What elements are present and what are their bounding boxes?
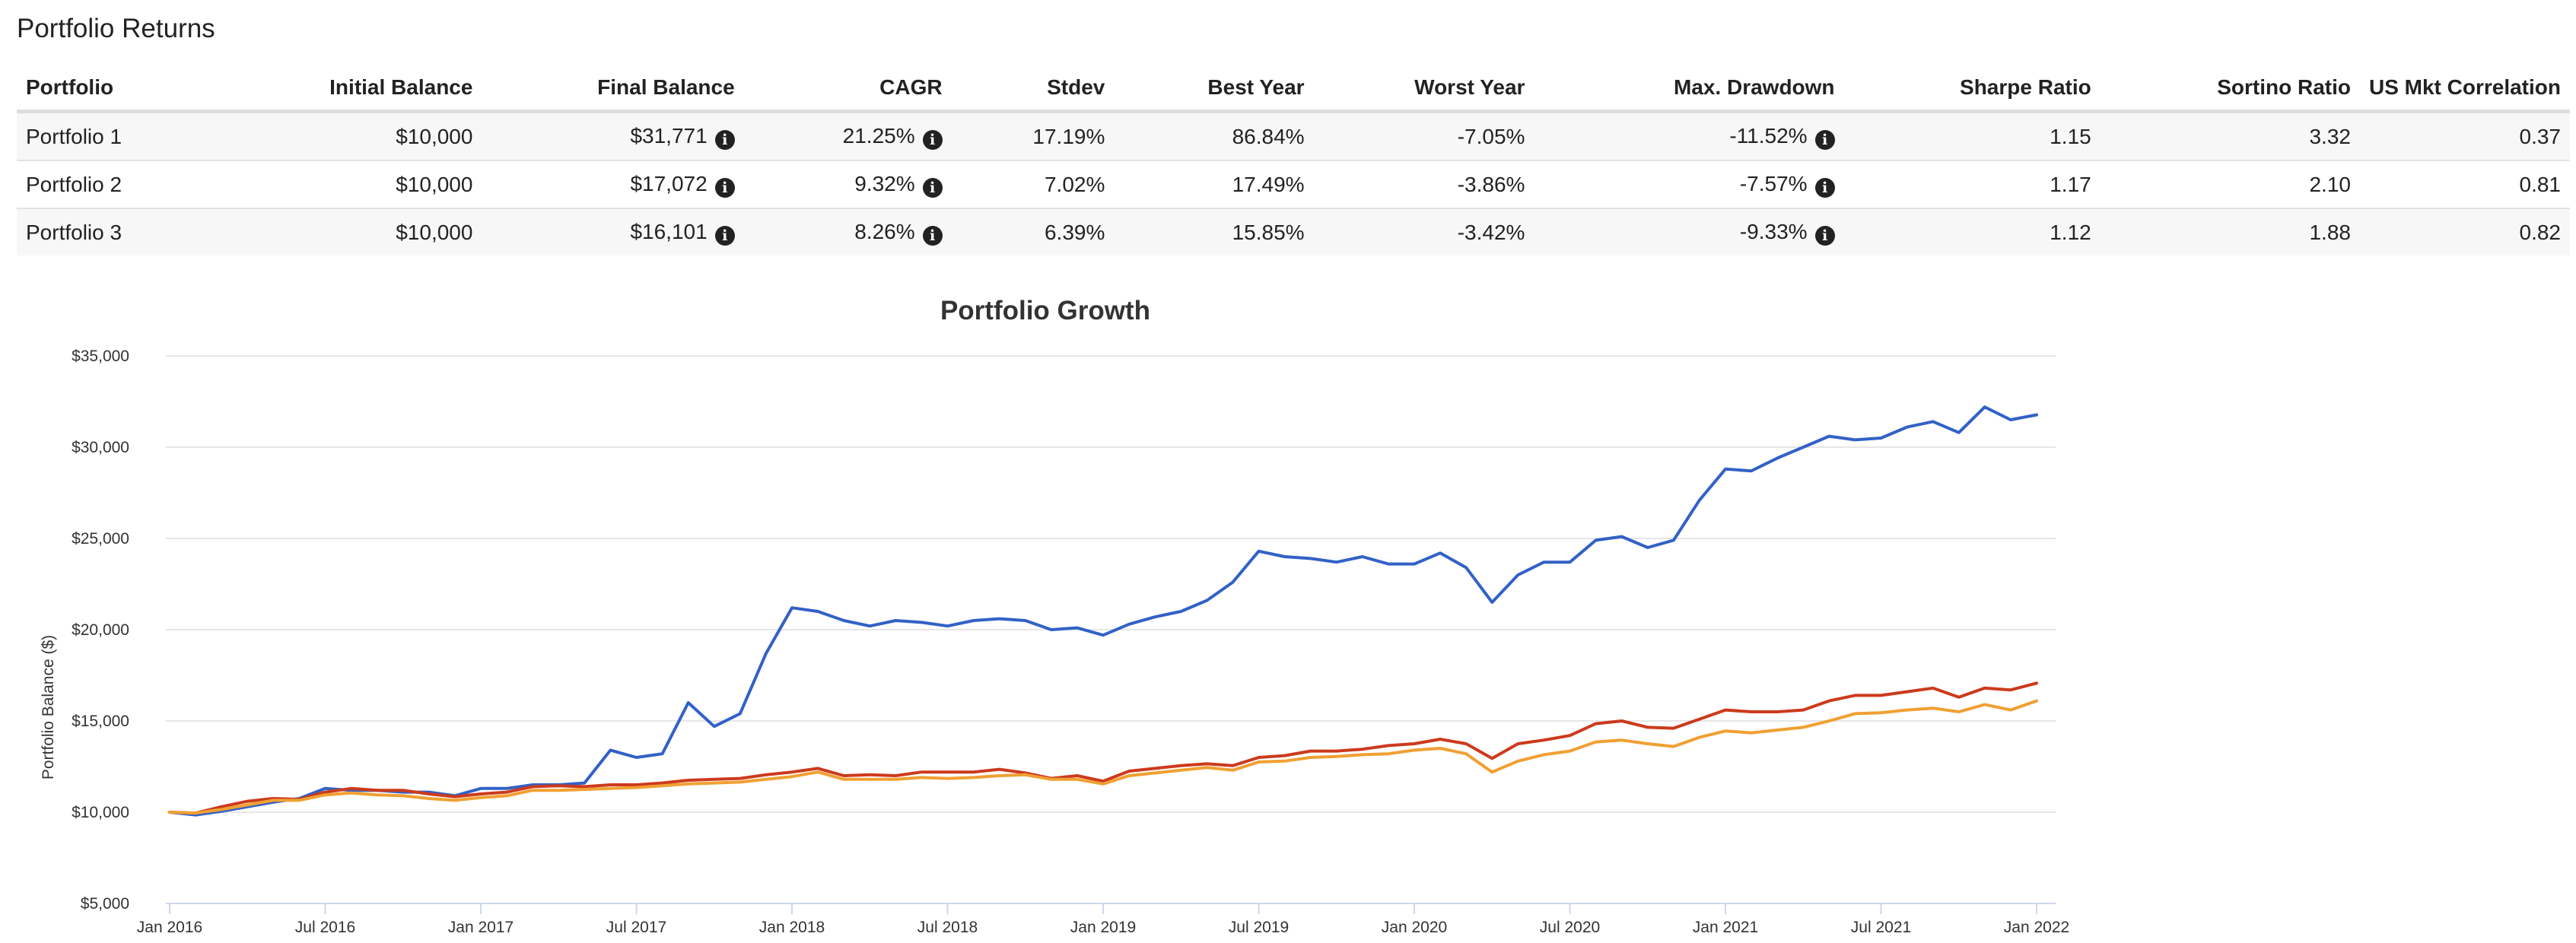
final-balance-value: $17,072 bbox=[630, 171, 708, 195]
y-tick-label: $25,000 bbox=[72, 530, 129, 548]
cell-cagr: 8.26% i bbox=[743, 208, 952, 256]
x-tick-label: Jan 2020 bbox=[1382, 919, 1447, 936]
info-circle-icon[interactable]: i bbox=[1814, 225, 1835, 246]
cell-sharpe-ratio: 1.17 bbox=[1843, 160, 2101, 209]
portfolio-returns-table: Portfolio Initial Balance Final Balance … bbox=[17, 65, 2570, 256]
y-tick-label: $30,000 bbox=[72, 439, 129, 456]
cell-best-year: 15.85% bbox=[1114, 208, 1314, 256]
col-header-worst-year[interactable]: Worst Year bbox=[1313, 65, 1534, 113]
cell-worst-year: -7.05% bbox=[1313, 111, 1534, 161]
final-balance-value: $31,771 bbox=[630, 123, 708, 148]
cell-final-balance: $16,101 i bbox=[482, 208, 744, 256]
col-header-us-mkt-correlation[interactable]: US Mkt Correlation bbox=[2359, 65, 2570, 113]
cell-stdev: 17.19% bbox=[951, 111, 1115, 161]
cell-us-mkt-correlation: 0.81 bbox=[2359, 160, 2570, 209]
info-circle-icon[interactable]: i bbox=[1814, 177, 1835, 198]
series-line-3[interactable] bbox=[168, 699, 2038, 815]
info-circle-icon[interactable]: i bbox=[922, 225, 943, 246]
col-header-stdev[interactable]: Stdev bbox=[951, 65, 1115, 113]
page-title: Portfolio Returns bbox=[17, 14, 215, 43]
x-tick-label: Jan 2016 bbox=[137, 919, 202, 936]
y-tick-label: $10,000 bbox=[72, 804, 129, 821]
cell-sortino-ratio: 2.10 bbox=[2100, 160, 2360, 209]
cell-sortino-ratio: 3.32 bbox=[2100, 111, 2360, 161]
y-tick-label: $15,000 bbox=[72, 713, 129, 730]
max-drawdown-value: -9.33% bbox=[1739, 219, 1808, 243]
cell-worst-year: -3.42% bbox=[1313, 208, 1534, 256]
max-drawdown-value: -7.57% bbox=[1739, 171, 1808, 195]
cell-final-balance: $31,771 i bbox=[482, 111, 744, 161]
x-axis-ticks: Jan 2016 Jul 2016 Jan 2017 Jul 2017 Jan 2018… bbox=[137, 903, 2069, 936]
x-tick-label: Jan 2021 bbox=[1693, 919, 1758, 936]
cell-portfolio: Portfolio 2 bbox=[17, 160, 259, 209]
cell-sharpe-ratio: 1.15 bbox=[1843, 111, 2101, 161]
col-header-final-balance[interactable]: Final Balance bbox=[482, 65, 744, 113]
cell-sharpe-ratio: 1.12 bbox=[1843, 208, 2101, 256]
cell-stdev: 6.39% bbox=[951, 208, 1115, 256]
final-balance-value: $16,101 bbox=[630, 219, 708, 243]
col-header-sharpe-ratio[interactable]: Sharpe Ratio bbox=[1843, 65, 2101, 113]
x-tick-label: Jan 2018 bbox=[759, 919, 825, 936]
cell-initial-balance: $10,000 bbox=[259, 111, 482, 161]
max-drawdown-value: -11.52% bbox=[1729, 123, 1808, 148]
series-line-1[interactable] bbox=[168, 405, 2038, 817]
cell-portfolio: Portfolio 1 bbox=[17, 111, 259, 161]
cell-us-mkt-correlation: 0.37 bbox=[2359, 111, 2570, 161]
x-tick-label: Jul 2020 bbox=[1540, 919, 1600, 936]
cell-sortino-ratio: 1.88 bbox=[2100, 208, 2360, 256]
series-line-2[interactable] bbox=[168, 681, 2038, 815]
x-tick-label: Jan 2017 bbox=[448, 919, 514, 936]
table-row: Portfolio 1 $10,000 $31,771 i 21.25% i 17.… bbox=[17, 111, 2570, 161]
cell-worst-year: -3.86% bbox=[1313, 160, 1534, 209]
cell-max-drawdown: -9.33% i bbox=[1534, 208, 1844, 256]
info-circle-icon[interactable]: i bbox=[922, 129, 943, 150]
cell-max-drawdown: -7.57% i bbox=[1534, 160, 1844, 209]
y-tick-label: $20,000 bbox=[72, 621, 129, 639]
portfolio-growth-chart: Portfolio Growth Portfolio Balance ($) $… bbox=[0, 281, 2100, 943]
info-circle-icon[interactable]: i bbox=[714, 225, 735, 246]
y-tick-label: $35,000 bbox=[72, 348, 129, 365]
col-header-initial-balance[interactable]: Initial Balance bbox=[259, 65, 482, 113]
cell-best-year: 86.84% bbox=[1114, 111, 1314, 161]
cell-cagr: 9.32% i bbox=[743, 160, 952, 209]
table-row: Portfolio 3 $10,000 $16,101 i 8.26% i 6.39… bbox=[17, 208, 2570, 256]
growth-chart-svg: Portfolio Growth Portfolio Balance ($) $… bbox=[40, 296, 2069, 936]
col-header-cagr[interactable]: CAGR bbox=[743, 65, 952, 113]
x-tick-label: Jan 2022 bbox=[2004, 919, 2069, 936]
cell-final-balance: $17,072 i bbox=[482, 160, 744, 209]
gridlines bbox=[166, 355, 2056, 904]
x-tick-label: Jul 2016 bbox=[295, 919, 355, 936]
cell-stdev: 7.02% bbox=[951, 160, 1115, 209]
info-circle-icon[interactable]: i bbox=[714, 129, 735, 150]
x-tick-label: Jul 2021 bbox=[1851, 919, 1911, 936]
cell-max-drawdown: -11.52% i bbox=[1534, 111, 1844, 161]
col-header-best-year[interactable]: Best Year bbox=[1114, 65, 1314, 113]
cagr-value: 8.26% bbox=[854, 219, 915, 243]
x-tick-label: Jan 2019 bbox=[1070, 919, 1136, 936]
cell-best-year: 17.49% bbox=[1114, 160, 1314, 209]
x-tick-label: Jul 2018 bbox=[918, 919, 978, 936]
cell-us-mkt-correlation: 0.82 bbox=[2359, 208, 2570, 256]
y-axis-title: Portfolio Balance ($) bbox=[40, 635, 57, 779]
info-circle-icon[interactable]: i bbox=[714, 177, 735, 198]
col-header-portfolio[interactable]: Portfolio bbox=[17, 65, 259, 113]
y-axis-ticks: $5,000 $10,000 $15,000 $20,000 $25,000 $30,00… bbox=[72, 348, 129, 913]
cell-initial-balance: $10,000 bbox=[259, 208, 482, 256]
cell-initial-balance: $10,000 bbox=[259, 160, 482, 209]
info-circle-icon[interactable]: i bbox=[1814, 129, 1835, 150]
cagr-value: 21.25% bbox=[842, 123, 915, 148]
cell-portfolio: Portfolio 3 bbox=[17, 208, 259, 256]
cell-cagr: 21.25% i bbox=[743, 111, 952, 161]
cagr-value: 9.32% bbox=[854, 171, 915, 195]
x-tick-label: Jul 2017 bbox=[606, 919, 666, 936]
col-header-sortino-ratio[interactable]: Sortino Ratio bbox=[2100, 65, 2360, 113]
table-header-row: Portfolio Initial Balance Final Balance … bbox=[17, 65, 2570, 113]
x-tick-label: Jul 2019 bbox=[1229, 919, 1289, 936]
table-row: Portfolio 2 $10,000 $17,072 i 9.32% i 7.02… bbox=[17, 160, 2570, 209]
chart-title: Portfolio Growth bbox=[940, 296, 1150, 325]
info-circle-icon[interactable]: i bbox=[922, 177, 943, 198]
y-tick-label: $5,000 bbox=[81, 895, 129, 913]
col-header-max-drawdown[interactable]: Max. Drawdown bbox=[1534, 65, 1844, 113]
series-lines bbox=[168, 405, 2038, 817]
